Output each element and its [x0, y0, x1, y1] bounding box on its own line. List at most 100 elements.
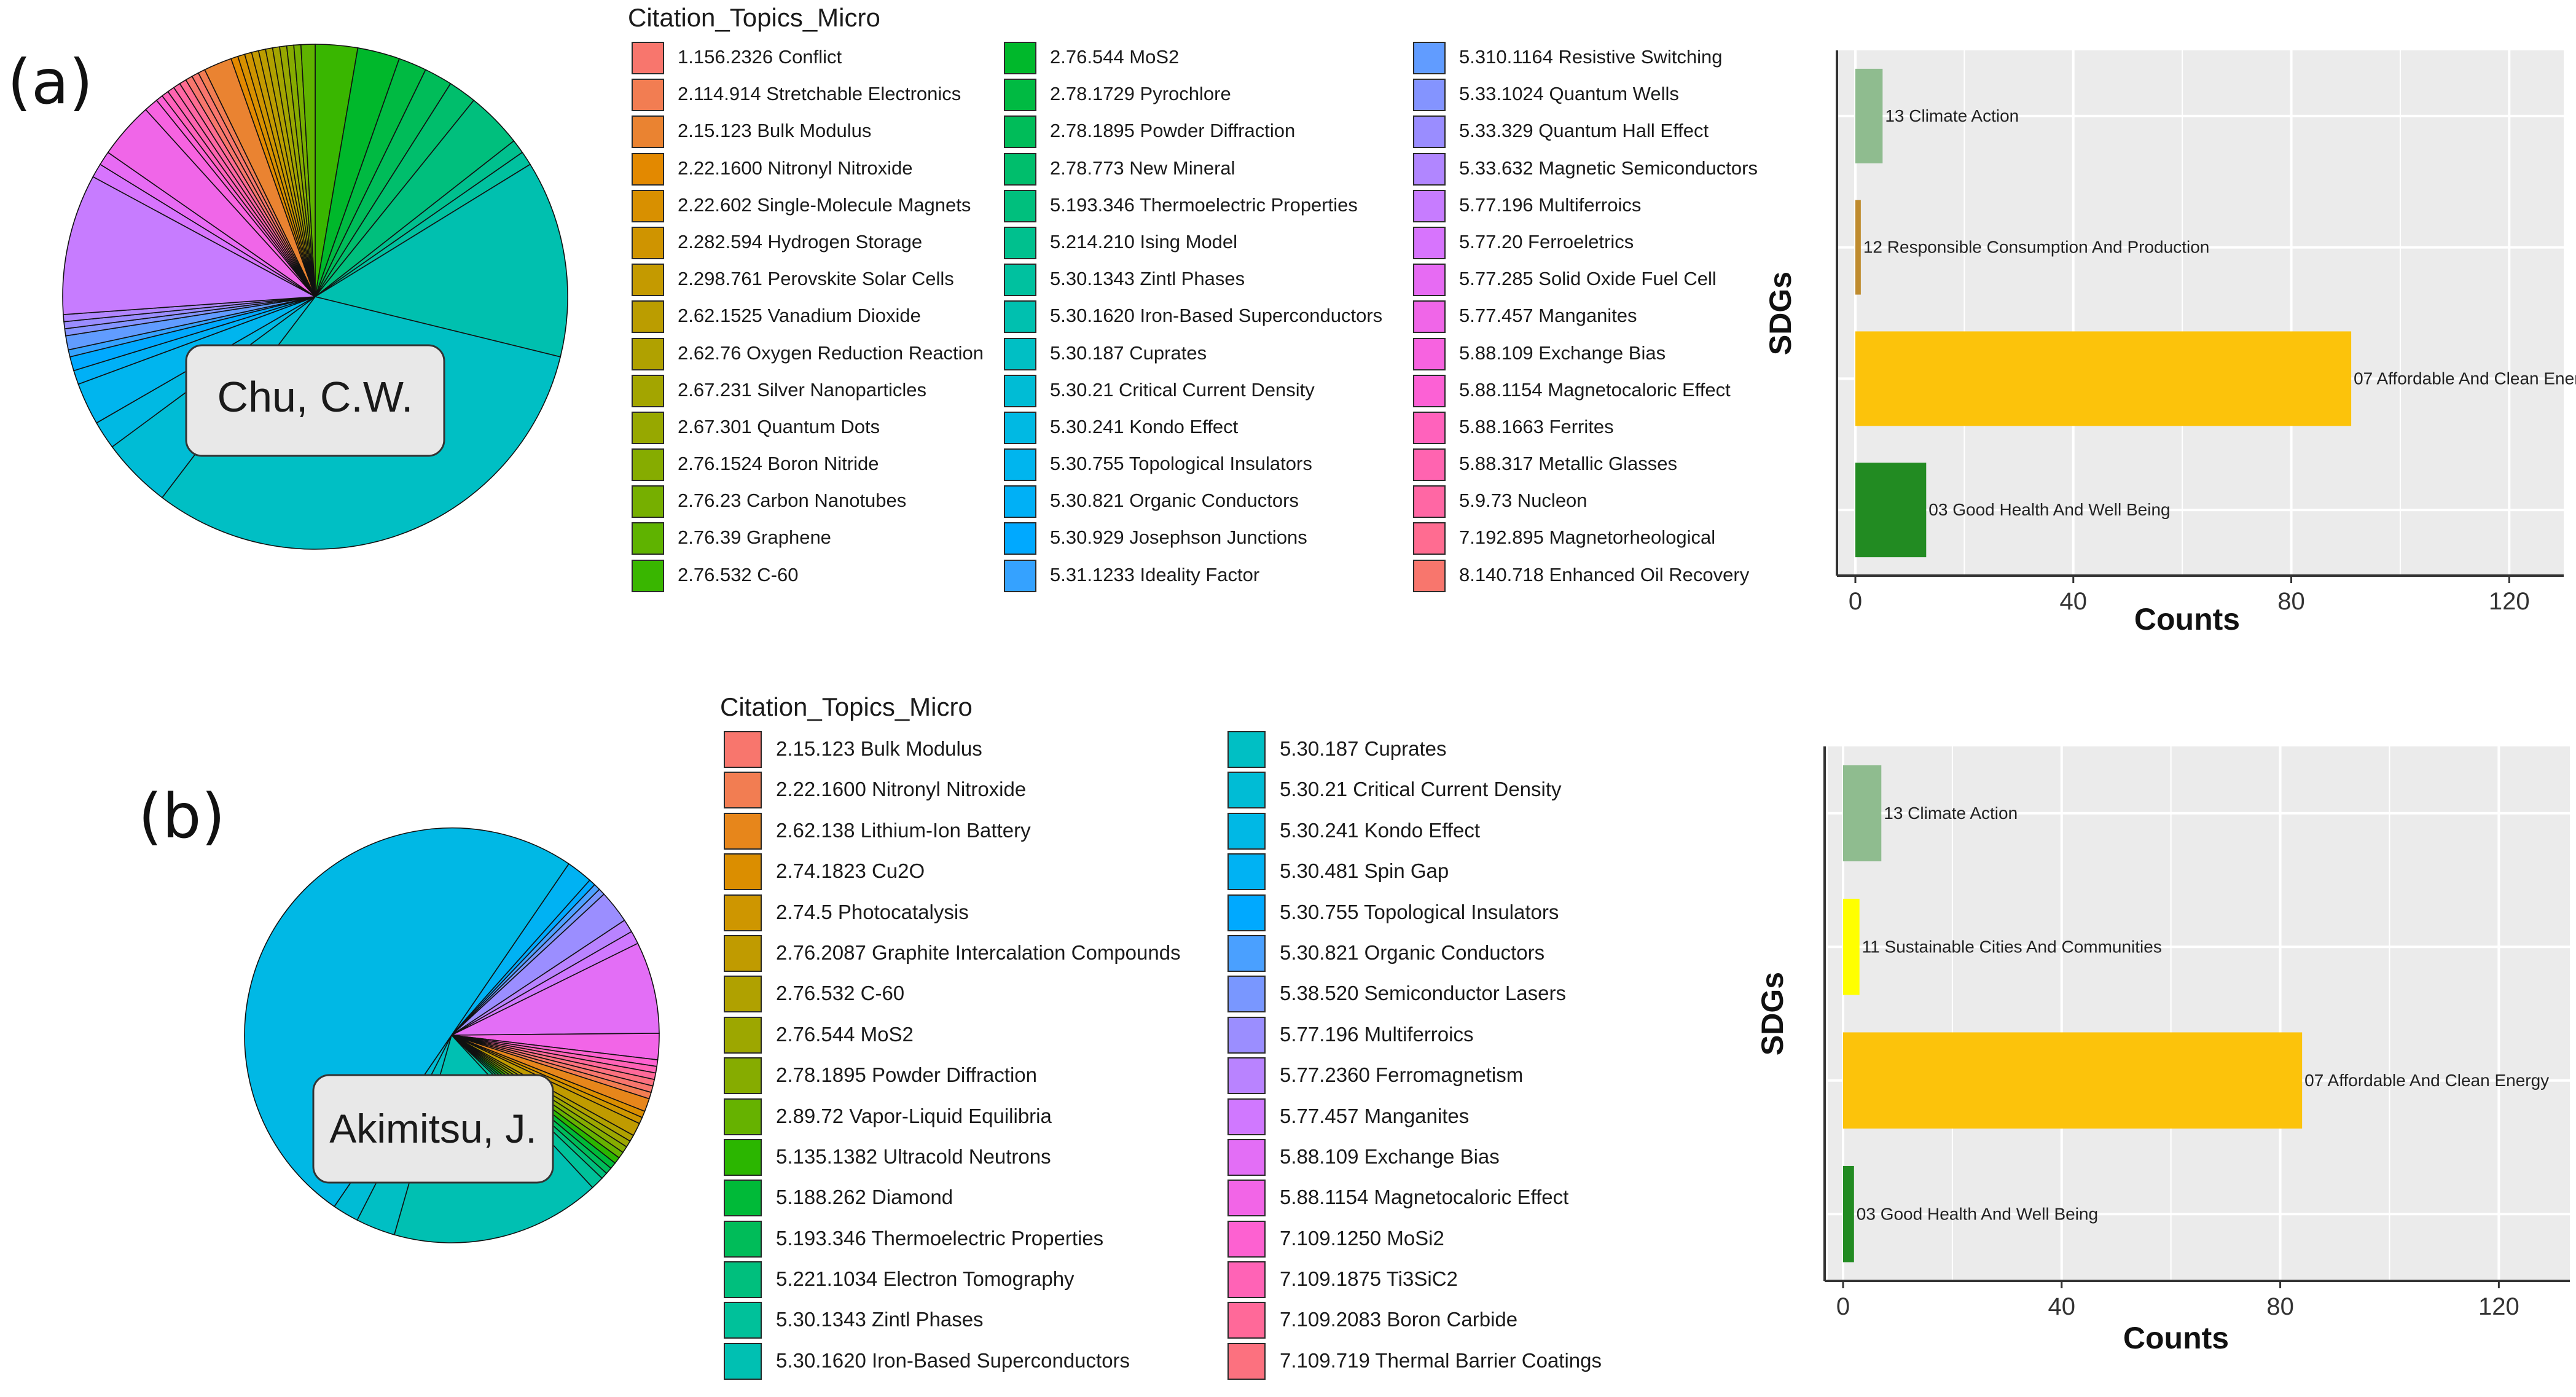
legend-title: Citation_Topics_Micro: [628, 3, 880, 32]
x-tick-label: 40: [2060, 588, 2088, 615]
legend-label: 2.78.1895 Powder Diffraction: [1050, 120, 1296, 142]
bars: [1855, 68, 2352, 558]
legend-swatch: [1227, 976, 1266, 1013]
panel-b: (b) Akimitsu, J. Citation_Topics_Micro 2…: [0, 663, 2576, 1397]
legend-swatch: [1413, 374, 1446, 407]
y-axis-title: SDGs: [1757, 972, 1790, 1055]
legend-swatch: [1227, 1180, 1266, 1217]
legend-label: 5.77.457 Manganites: [1459, 305, 1637, 327]
bar-labels: 13 Climate Action 11 Sustainable Cities A…: [1857, 804, 2549, 1224]
legend-label: 2.282.594 Hydrogen Storage: [678, 230, 923, 252]
legend-swatch: [1413, 522, 1446, 555]
bar: [1855, 331, 2352, 426]
legend-swatch: [632, 485, 664, 518]
legend-swatch: [1004, 559, 1036, 592]
legend-swatch: [1413, 42, 1446, 74]
legend-label: 1.156.2326 Conflict: [678, 46, 842, 68]
legend-label: 2.78.1895 Powder Diffraction: [776, 1063, 1037, 1087]
legend-swatch: [632, 79, 664, 112]
legend-swatch: [1227, 1261, 1266, 1299]
legend-swatch: [724, 1057, 762, 1095]
legend-label: 7.109.1250 MoSi2: [1280, 1226, 1444, 1250]
legend-swatch: [1413, 411, 1446, 444]
author-label-box: [185, 344, 445, 457]
legend-label: 5.30.1343 Zintl Phases: [776, 1308, 984, 1331]
topic-pie-chart: Chu, C.W.: [62, 44, 568, 550]
legend-swatch: [1413, 559, 1446, 592]
legend-label: 2.76.1524 Boron Nitride: [678, 453, 879, 475]
x-axis-title: Counts: [2134, 602, 2240, 636]
legend-label: 2.67.231 Silver Nanoparticles: [678, 378, 926, 401]
legend-label: 5.310.1164 Resistive Switching: [1459, 46, 1723, 68]
legend-label: 5.33.329 Quantum Hall Effect: [1459, 120, 1709, 142]
legend-swatch: [1413, 337, 1446, 370]
legend-swatch: [724, 1220, 762, 1258]
legend-label: 5.77.285 Solid Oxide Fuel Cell: [1459, 268, 1717, 290]
bar-label: 13 Climate Action: [1884, 804, 2018, 823]
legend-label: 5.135.1382 Ultracold Neutrons: [776, 1145, 1051, 1168]
legend-label: 5.30.1620 Iron-Based Superconductors: [776, 1348, 1130, 1372]
legend-swatch: [1004, 189, 1036, 222]
legend-swatch: [1413, 300, 1446, 334]
legend-label: 5.88.109 Exchange Bias: [1459, 342, 1666, 364]
legend-label: 5.30.929 Josephson Junctions: [1050, 526, 1307, 549]
bar-label: 07 Affordable And Clean Energy: [2354, 369, 2576, 388]
legend-label: 2.62.138 Lithium-Ion Battery: [776, 818, 1031, 842]
legend-swatch: [1227, 1057, 1266, 1095]
sdg-bar-chart: 13 Climate Action 12 Responsible Consumpt…: [1763, 50, 2576, 636]
legend-swatch: [1004, 264, 1036, 297]
legend-swatch: [724, 1302, 762, 1339]
legend-label: 5.88.317 Metallic Glasses: [1459, 453, 1677, 475]
author-label-box: [312, 1074, 554, 1184]
legend-label: 5.9.73 Nucleon: [1459, 490, 1587, 512]
legend-label: 2.62.76 Oxygen Reduction Reaction: [678, 342, 984, 364]
sdg-bar-chart: 13 Climate Action 11 Sustainable Cities A…: [1757, 746, 2570, 1355]
legend-label: 2.22.602 Single-Molecule Magnets: [678, 194, 971, 216]
legend-swatch: [1413, 189, 1446, 222]
bar: [1855, 463, 1927, 558]
legend-label: 5.30.241 Kondo Effect: [1050, 415, 1239, 437]
legend-swatch: [1227, 1016, 1266, 1054]
legend-swatch: [632, 42, 664, 74]
plot-background: [1837, 50, 2564, 576]
bar: [1843, 898, 1860, 995]
legend-swatch: [724, 976, 762, 1013]
legend-swatch: [1227, 1138, 1266, 1176]
legend-label: 2.78.773 New Mineral: [1050, 157, 1235, 179]
legend-label: 2.76.532 C-60: [678, 563, 799, 585]
legend-label: 2.15.123 Bulk Modulus: [678, 120, 872, 142]
legend-label: 5.77.457 Manganites: [1280, 1104, 1470, 1127]
legend-label: 5.88.1154 Magnetocaloric Effect: [1280, 1186, 1569, 1209]
legend-swatch: [1004, 374, 1036, 407]
legend-label: 2.76.39 Graphene: [678, 526, 831, 549]
legend-label: 7.109.2083 Boron Carbide: [1280, 1308, 1518, 1331]
legend-label: 5.77.196 Multiferroics: [1459, 194, 1642, 216]
legend-swatch: [632, 226, 664, 259]
bar-label: 11 Sustainable Cities And Communities: [1862, 937, 2162, 956]
legend-label: 2.15.123 Bulk Modulus: [776, 737, 982, 760]
legend-label: 5.88.1154 Magnetocaloric Effect: [1459, 378, 1731, 401]
legend-swatch: [1413, 226, 1446, 259]
pie-slice: [451, 942, 660, 1036]
panel-a: (a) Chu, C.W. Citation_Topics_Micro 1.15…: [0, 0, 2576, 663]
bar-label: 07 Affordable And Clean Energy: [2304, 1071, 2549, 1090]
legend-swatch: [724, 731, 762, 768]
legend-swatch: [1227, 894, 1266, 931]
legend-swatch: [632, 522, 664, 555]
bar: [1843, 765, 1882, 862]
author-label: Akimitsu, J.: [329, 1106, 536, 1151]
legend-label: 5.30.187 Cuprates: [1280, 737, 1447, 760]
legend-swatch: [724, 812, 762, 850]
legend-label: 5.193.346 Thermoelectric Properties: [776, 1226, 1104, 1250]
panel-label: (b): [138, 780, 225, 852]
legend-label: 2.62.1525 Vanadium Dioxide: [678, 305, 921, 327]
legend-swatch: [1004, 226, 1036, 259]
legend-label: 2.114.914 Stretchable Electronics: [678, 83, 961, 105]
legend-label: 2.74.1823 Cu2O: [776, 859, 925, 883]
legend-swatch: [1004, 300, 1036, 334]
legend-swatch: [632, 300, 664, 334]
legend-swatch: [724, 1180, 762, 1217]
y-axis-title: SDGs: [1763, 272, 1798, 355]
x-axis: 0 40 80 120: [1836, 50, 2564, 615]
legend-swatch: [1004, 448, 1036, 482]
